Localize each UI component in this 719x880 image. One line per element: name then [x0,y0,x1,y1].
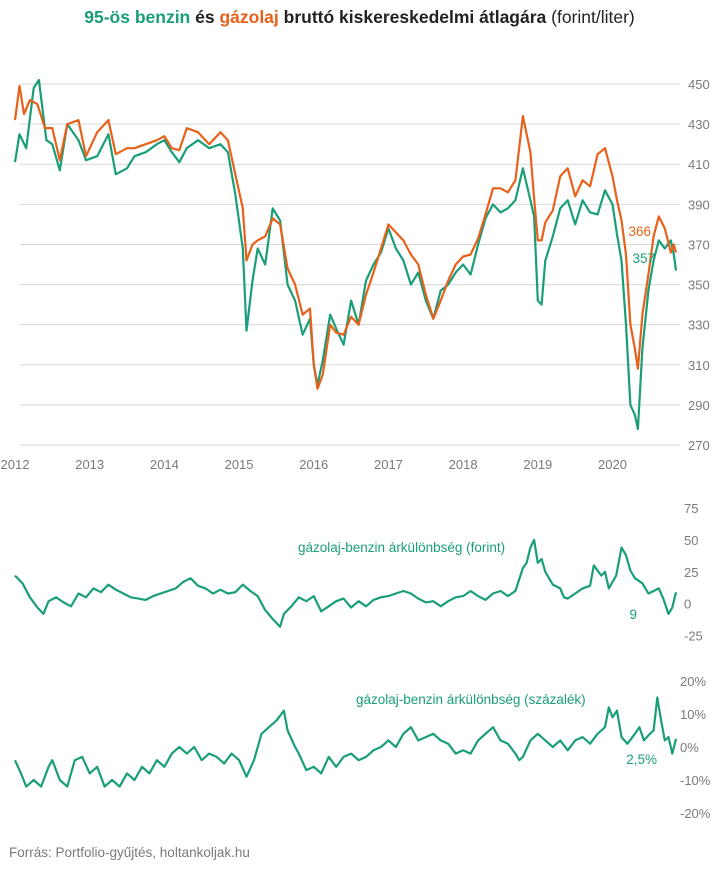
series-line-diff_percent [13,696,678,788]
end-label-gazolaj: 366 [628,224,651,239]
title-gazolaj: gázolaj [219,7,279,27]
end-label-percent: 2,5% [626,752,657,767]
y-tick-label-1-6: 390 [688,197,710,212]
y-tick-label-1-2: 310 [688,358,710,373]
y-tick-label-3-3: 10% [680,707,706,722]
y-tick-label-1-1: 290 [688,398,710,413]
y-tick-label-1-9: 450 [688,77,710,92]
x-tick-label-4: 2016 [299,457,328,472]
x-tick-label-3: 2015 [225,457,254,472]
x-tick-label-1: 2013 [75,457,104,472]
x-tick-label-7: 2019 [523,457,552,472]
y-tick-label-1-5: 370 [688,237,710,252]
y-tick-label-1-3: 330 [688,318,710,333]
y-tick-label-3-0: -20% [680,806,711,821]
y-tick-label-2-0: -25 [684,629,703,644]
y-tick-label-1-0: 270 [688,438,710,453]
source-note: Forrás: Portfolio-gyűjtés, holtankoljak.… [9,845,250,860]
y-tick-label-2-4: 75 [684,501,698,516]
x-tick-label-8: 2020 [598,457,627,472]
series-line-diff_forint [14,538,678,628]
x-tick-label-2: 2014 [150,457,179,472]
chart-title: 95-ös benzin és gázolaj bruttó kiskeresk… [0,7,719,28]
end-label-forint: 9 [629,607,637,622]
y-tick-label-2-3: 50 [684,533,698,548]
title-connector: és [190,7,220,27]
x-tick-label-6: 2018 [449,457,478,472]
title-main: bruttó kiskereskedelmi átlagára [278,7,547,27]
panel-title-forint: gázolaj-benzin árkülönbség (forint) [298,540,505,555]
end-label-benzin: 357 [632,251,655,266]
y-tick-label-2-1: 0 [684,597,691,612]
series-line-gazolaj [13,84,678,390]
y-tick-label-1-4: 350 [688,278,710,293]
panel-title-percent: gázolaj-benzin árkülönbség (százalék) [356,692,586,707]
y-tick-label-3-4: 20% [680,674,706,689]
y-tick-label-3-2: 0% [680,740,699,755]
y-tick-label-1-8: 430 [688,117,710,132]
title-unit: (forint/liter) [546,7,635,27]
x-tick-label-5: 2017 [374,457,403,472]
y-tick-label-3-1: -10% [680,773,711,788]
y-tick-label-2-2: 25 [684,565,698,580]
title-benzin: 95-ös benzin [84,7,191,27]
series-line-benzin [13,78,678,431]
y-tick-label-1-7: 410 [688,157,710,172]
x-tick-label-0: 2012 [1,457,30,472]
